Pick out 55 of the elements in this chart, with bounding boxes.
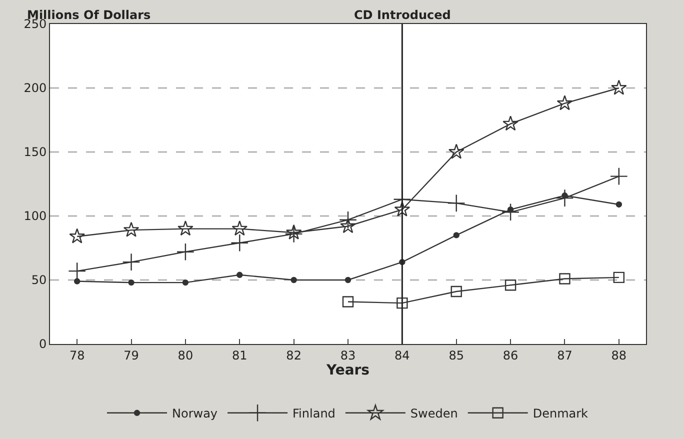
x-tick-label: 86 [502, 348, 518, 362]
point [448, 144, 464, 159]
point [559, 273, 570, 284]
y-tick-label: 200 [24, 81, 47, 96]
point [176, 242, 194, 261]
point [502, 203, 520, 222]
y-tick-label: 100 [24, 209, 47, 224]
point [236, 272, 243, 278]
point [286, 224, 302, 240]
x-tick-label: 78 [69, 348, 85, 362]
point [344, 276, 352, 284]
point [342, 296, 354, 308]
point [556, 95, 573, 110]
point [396, 297, 408, 309]
x-tick-label: 80 [178, 348, 194, 362]
x-tick-label: 88 [611, 348, 627, 362]
point [230, 234, 249, 252]
point [69, 228, 86, 244]
legend-label: Norway [172, 406, 218, 421]
legend-label: Denmark [532, 406, 588, 421]
point [182, 279, 189, 286]
point [610, 80, 627, 95]
y-tick-label: 0 [38, 337, 47, 352]
x-tick-label: 79 [124, 348, 139, 362]
legend-label: Sweden [410, 406, 458, 421]
point [504, 280, 516, 291]
point [502, 116, 518, 131]
x-tick-label: 87 [557, 348, 572, 362]
x-tick-label: 82 [286, 348, 302, 362]
point [122, 253, 140, 272]
y-tick-label: 150 [24, 145, 47, 160]
point [123, 222, 140, 237]
point [610, 167, 628, 186]
y-tick-label: 50 [31, 273, 47, 288]
x-tick-label: 81 [232, 348, 248, 362]
point [290, 276, 297, 284]
point [447, 194, 466, 212]
point [450, 286, 462, 298]
legend-label: Finland [292, 406, 336, 421]
point [232, 220, 248, 236]
point [394, 201, 410, 216]
point [453, 232, 460, 238]
point [128, 279, 134, 286]
point [556, 189, 574, 208]
point [74, 278, 80, 284]
x-tick-label: 85 [448, 348, 464, 362]
point [339, 210, 357, 229]
x-tick-label: 83 [340, 348, 356, 362]
point [178, 220, 194, 236]
ref-line-label: CD Introduced [354, 8, 451, 22]
x-tick-label: 84 [394, 348, 410, 362]
x-axis-title: Years [325, 362, 370, 378]
point [340, 218, 356, 234]
point [616, 201, 622, 208]
point [613, 272, 625, 284]
